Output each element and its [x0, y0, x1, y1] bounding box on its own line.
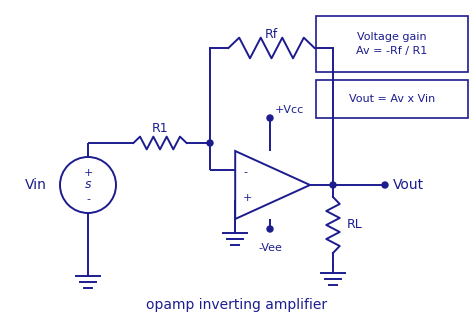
Text: Voltage gain
Av = -Rf / R1: Voltage gain Av = -Rf / R1	[356, 32, 428, 56]
Text: +: +	[83, 168, 93, 178]
Text: +Vcc: +Vcc	[275, 105, 304, 115]
Circle shape	[382, 182, 388, 188]
Circle shape	[330, 182, 336, 188]
Text: -Vee: -Vee	[258, 243, 282, 253]
Text: R1: R1	[152, 122, 168, 135]
FancyBboxPatch shape	[316, 16, 468, 72]
Text: s: s	[85, 178, 91, 191]
Text: +: +	[243, 193, 253, 203]
Text: Vout: Vout	[393, 178, 424, 192]
Text: Vout = Av x Vin: Vout = Av x Vin	[349, 94, 435, 104]
Text: opamp inverting amplifier: opamp inverting amplifier	[146, 298, 328, 312]
Text: -: -	[243, 167, 247, 177]
Text: -: -	[86, 194, 90, 204]
Circle shape	[207, 140, 213, 146]
Text: RL: RL	[347, 218, 363, 231]
Circle shape	[267, 226, 273, 232]
Text: Rf: Rf	[265, 28, 278, 41]
Circle shape	[267, 115, 273, 121]
Text: Vin: Vin	[25, 178, 47, 192]
FancyBboxPatch shape	[316, 80, 468, 118]
